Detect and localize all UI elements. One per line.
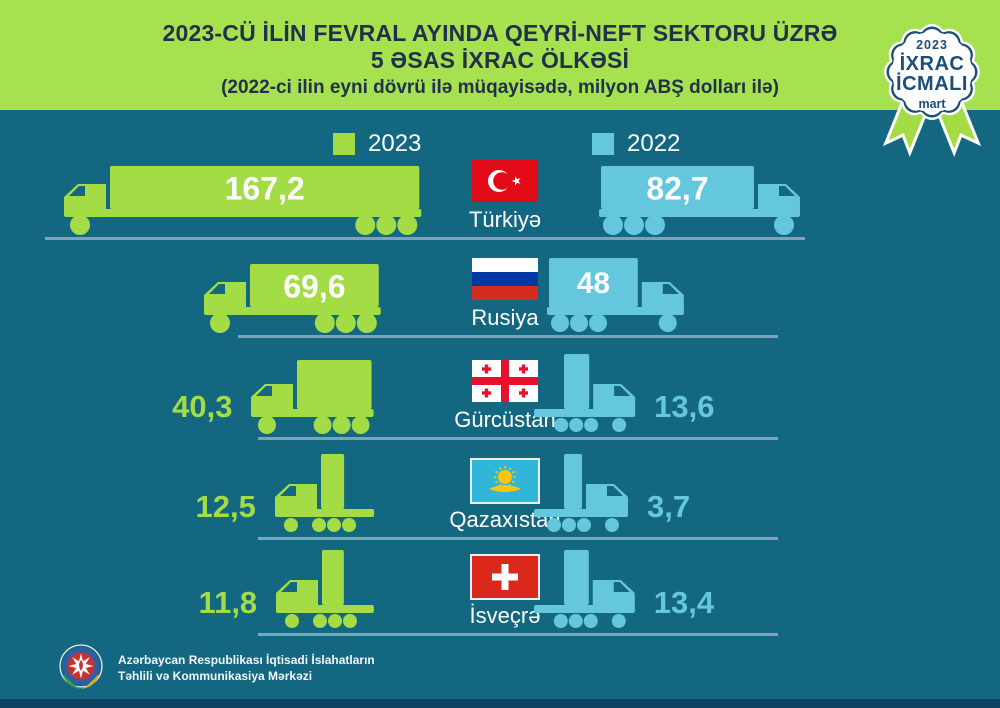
badge-line2: İCMALI (896, 72, 968, 95)
value-2022: 3,7 (647, 489, 691, 524)
truck-icon: 82,7 (598, 166, 800, 235)
flag-russia-icon (472, 258, 538, 300)
truck-icon (276, 550, 375, 628)
header-band: 2023-CÜ İLİN FEVRAL AYINDA QEYRİ-NEFT SE… (0, 0, 1000, 110)
bottom-accent-bar (0, 699, 1000, 708)
truck-2022-zone: 3,7 (530, 452, 690, 538)
page-title-line2: 5 ƏSAS İXRAC ÖLKƏSİ (370, 47, 630, 73)
svg-text:82,7: 82,7 (646, 171, 708, 207)
page-subtitle: (2022-ci ilin eyni dövrü ilə müqayisədə,… (221, 77, 779, 98)
truck-icon: 167,2 (63, 166, 422, 235)
country-zone: İsveçrə (455, 554, 555, 629)
truck-icon (533, 354, 636, 432)
truck-2022-zone: 82,7 (595, 152, 808, 238)
road-line (258, 633, 778, 636)
export-row-3: 40,3 Gürcüstan 13,6 (0, 348, 1000, 440)
export-row-2: 69,6 Rusiya 48 (0, 246, 1000, 338)
legend-label-2022: 2022 (627, 130, 681, 157)
truck-2023-zone: 12,5 (0, 452, 378, 538)
legend-item-2023: 2023 (333, 130, 421, 158)
footer-org-line2: Təhlili və Kommunikasiya Mərkəzi (118, 669, 313, 683)
ixrac-icmali-badge: 2023 İXRAC İCMALI mart (874, 14, 990, 174)
svg-text:48: 48 (577, 267, 610, 300)
road-line (238, 335, 778, 338)
value-2023: 11,8 (198, 585, 258, 620)
flag-turkey-icon (472, 160, 538, 202)
country-label: Rusiya (471, 305, 539, 330)
svg-text:167,2: 167,2 (224, 171, 304, 207)
truck-2022-zone: 48 (543, 250, 692, 336)
value-2022: 13,6 (654, 389, 715, 424)
country-zone: Türkiyə (455, 160, 555, 233)
country-zone: Rusiya (455, 258, 555, 331)
country-zone: Gürcüstan (454, 360, 556, 433)
footer: Azərbaycan Respublikası İqtisadi İslahat… (58, 644, 375, 692)
page-title-line1: 2023-CÜ İLİN FEVRAL AYINDA QEYRİ-NEFT SE… (162, 20, 838, 46)
svg-text:69,6: 69,6 (283, 269, 345, 305)
value-2022: 13,4 (653, 585, 715, 620)
truck-2022-zone: 13,6 (530, 352, 715, 438)
truck-icon: 69,6 (204, 264, 382, 333)
truck-icon (533, 550, 635, 628)
truck-icon (274, 454, 374, 532)
truck-icon (534, 454, 628, 532)
value-2023: 12,5 (195, 489, 256, 524)
badge-year: 2023 (916, 38, 948, 52)
azerbaijan-emblem-icon (59, 644, 103, 689)
country-label: İsveçrə (469, 603, 541, 628)
footer-org-line1: Azərbaycan Respublikası İqtisadi İslahat… (118, 653, 375, 667)
value-2023: 40,3 (172, 389, 233, 424)
flag-switzerland-icon (470, 554, 540, 600)
export-row-1: 167,2 Türkiyə 82,7 (0, 148, 1000, 240)
truck-2023-zone: 11,8 (0, 548, 378, 634)
export-row-4: 12,5 Qazaxıstan 3,7 (0, 448, 1000, 540)
legend-item-2022: 2022 (592, 130, 680, 158)
badge-line1: İXRAC (900, 52, 965, 75)
legend-swatch-2022 (592, 133, 614, 155)
flag-georgia-icon (472, 360, 538, 402)
country-label: Türkiyə (468, 207, 542, 232)
legend-label-2023: 2023 (368, 130, 422, 157)
badge-month: mart (918, 97, 946, 111)
road-line (258, 437, 778, 440)
truck-icon (251, 360, 375, 434)
truck-icon: 48 (546, 258, 684, 332)
truck-2023-zone: 69,6 (0, 250, 385, 336)
flag-kazakhstan-icon (470, 458, 540, 504)
legend-swatch-2023 (333, 133, 355, 155)
road-line (45, 237, 805, 240)
truck-2023-zone: 40,3 (0, 352, 378, 438)
truck-2022-zone: 13,4 (530, 548, 714, 634)
truck-2023-zone: 167,2 (0, 152, 425, 238)
road-line (258, 537, 778, 540)
export-row-5: 11,8 İsveçrə 13,4 (0, 544, 1000, 636)
rosette-badge-icon: 2023 İXRAC İCMALI mart (882, 24, 982, 158)
